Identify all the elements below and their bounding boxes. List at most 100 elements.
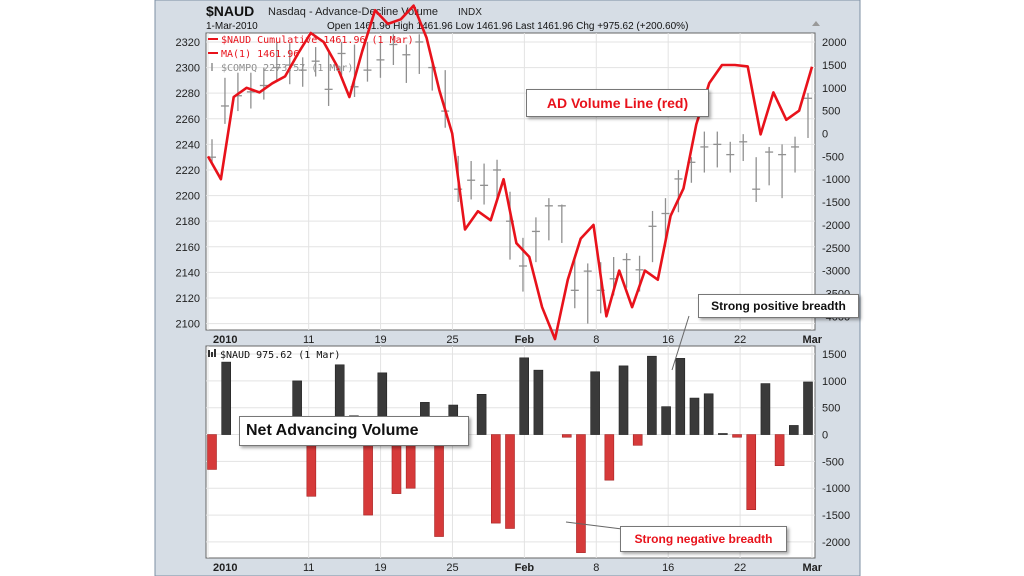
right-tick-label: -3000 xyxy=(822,266,850,278)
volume-legend: $NAUD 975.62 (1 Mar) xyxy=(208,349,340,361)
left-tick-label: 2180 xyxy=(176,216,200,228)
volume-tick-label: 500 xyxy=(822,403,840,415)
negative-volume-bar xyxy=(491,434,501,524)
strong-positive-annotation: Strong positive breadth xyxy=(698,294,859,318)
left-tick-label: 2160 xyxy=(176,242,200,254)
negative-volume-bar xyxy=(576,434,586,553)
negative-volume-bar xyxy=(561,434,572,438)
left-tick-label: 2320 xyxy=(176,37,200,49)
left-tick-label: 2300 xyxy=(176,63,200,75)
positive-pointer xyxy=(671,315,690,371)
symbol-name: Nasdaq - Advance-Decline Volume xyxy=(268,6,438,18)
right-tick-label: 0 xyxy=(822,129,828,141)
exchange: INDX xyxy=(458,7,482,18)
positive-volume-bar xyxy=(675,358,686,435)
volume-x-tick-label: Feb xyxy=(515,562,535,574)
volume-x-tick-label: 8 xyxy=(593,562,599,574)
ad-volume-line xyxy=(206,4,814,341)
negative-volume-bar xyxy=(774,434,785,466)
negative-volume-bar xyxy=(207,434,217,470)
price-x-tick-label: 16 xyxy=(662,334,674,346)
price-panel xyxy=(205,32,816,331)
volume-tick-label: 0 xyxy=(822,430,828,442)
right-tick-label: -2000 xyxy=(822,220,850,232)
bar-chart-icon xyxy=(208,350,210,357)
volume-x-tick-label: 2010 xyxy=(213,562,237,574)
price-x-tick-label: 8 xyxy=(593,334,599,346)
volume-x-axis: 2010 11 19 25 Feb 8 16 22 Mar xyxy=(213,562,823,574)
price-legend: $NAUD Cumulative 1461.96 (1 Mar) MA(1) 14… xyxy=(208,35,414,74)
price-x-tick-label: 22 xyxy=(734,334,746,346)
negative-volume-bar xyxy=(434,434,444,537)
positive-volume-bar xyxy=(533,369,544,435)
right-tick-label: -2500 xyxy=(822,243,850,255)
left-tick-label: 2240 xyxy=(176,139,200,151)
symbol: $NAUD xyxy=(206,3,254,19)
volume-tick-label: -1000 xyxy=(822,483,850,495)
volume-x-tick-label: 11 xyxy=(303,562,314,574)
volume-x-tick-label: 25 xyxy=(446,562,458,574)
volume-x-tick-label: 19 xyxy=(374,562,386,574)
left-tick-label: 2280 xyxy=(176,88,200,100)
positive-volume-bar xyxy=(703,393,714,435)
compq-ohlc-bars xyxy=(208,34,812,324)
price-x-tick-label: 2010 xyxy=(213,334,237,346)
right-tick-label: -1000 xyxy=(822,174,850,186)
bar-chart-icon-2 xyxy=(211,352,213,357)
positive-volume-bar xyxy=(689,397,700,435)
volume-right-axis: 1500 1000 500 0 -500 -1000 -1500 -2000 xyxy=(822,349,850,549)
positive-volume-bar xyxy=(803,381,813,435)
positive-volume-bar xyxy=(661,406,671,435)
volume-x-tick-label: 22 xyxy=(734,562,746,574)
negative-volume-bar xyxy=(505,434,515,529)
positive-volume-bar xyxy=(590,371,600,435)
volume-x-tick-label: 16 xyxy=(662,562,674,574)
volume-x-tick-label: Mar xyxy=(802,562,822,574)
negative-volume-bar xyxy=(732,434,742,438)
price-x-tick-label: Feb xyxy=(515,334,535,346)
legend-entry: MA(1) 1461.96 xyxy=(221,49,299,60)
positive-volume-bar xyxy=(647,355,657,435)
legend-entry: $COMPQ 2273.57 (1 Mar) xyxy=(221,63,353,74)
price-left-axis: 2100 2120 2140 2160 2180 2200 2220 2240 2260 2280… xyxy=(176,37,200,331)
chart-header: $NAUD Nasdaq - Advance-Decline Volume IN… xyxy=(206,3,820,32)
quote-date: 1-Mar-2010 xyxy=(206,21,258,32)
left-tick-label: 2140 xyxy=(176,267,200,279)
volume-tick-label: -2000 xyxy=(822,537,850,549)
negative-pointer xyxy=(565,521,623,530)
right-tick-label: -500 xyxy=(822,151,844,163)
right-tick-label: -1500 xyxy=(822,197,850,209)
positive-volume-bar xyxy=(519,357,529,435)
right-tick-label: 1500 xyxy=(822,60,846,72)
positive-volume-bar xyxy=(618,365,629,435)
volume-tick-label: -500 xyxy=(822,456,844,468)
left-tick-label: 2120 xyxy=(176,293,200,305)
positive-volume-bar xyxy=(789,425,799,435)
negative-volume-bar xyxy=(363,434,373,516)
ad-volume-annotation: AD Volume Line (red) xyxy=(526,89,709,117)
right-tick-label: 1000 xyxy=(822,83,846,95)
bar-chart-icon-3 xyxy=(214,349,216,357)
net-advancing-annotation: Net Advancing Volume xyxy=(239,416,469,446)
price-x-tick-label: 19 xyxy=(374,334,386,346)
positive-volume-bar xyxy=(476,394,487,435)
volume-tick-label: -1500 xyxy=(822,510,850,522)
left-tick-label: 2220 xyxy=(176,165,200,177)
triangle-up-icon xyxy=(812,21,820,26)
net-volume-bars xyxy=(207,355,813,553)
volume-tick-label: 1500 xyxy=(822,349,846,361)
quote-line: Open 1461.96 High 1461.96 Low 1461.96 La… xyxy=(327,21,688,32)
volume-legend-label: $NAUD 975.62 (1 Mar) xyxy=(220,350,340,361)
positive-volume-bar xyxy=(760,383,771,435)
positive-volume-bar xyxy=(718,433,728,435)
negative-volume-bar xyxy=(604,434,615,481)
strong-negative-annotation: Strong negative breadth xyxy=(620,526,787,552)
left-tick-label: 2100 xyxy=(176,319,200,331)
right-tick-label: 500 xyxy=(822,106,840,118)
legend-entry: $NAUD Cumulative 1461.96 (1 Mar) xyxy=(221,35,414,46)
positive-volume-bar xyxy=(221,361,231,435)
price-x-tick-label: Mar xyxy=(802,334,822,346)
left-tick-label: 2260 xyxy=(176,114,200,126)
negative-volume-bar xyxy=(632,434,643,446)
